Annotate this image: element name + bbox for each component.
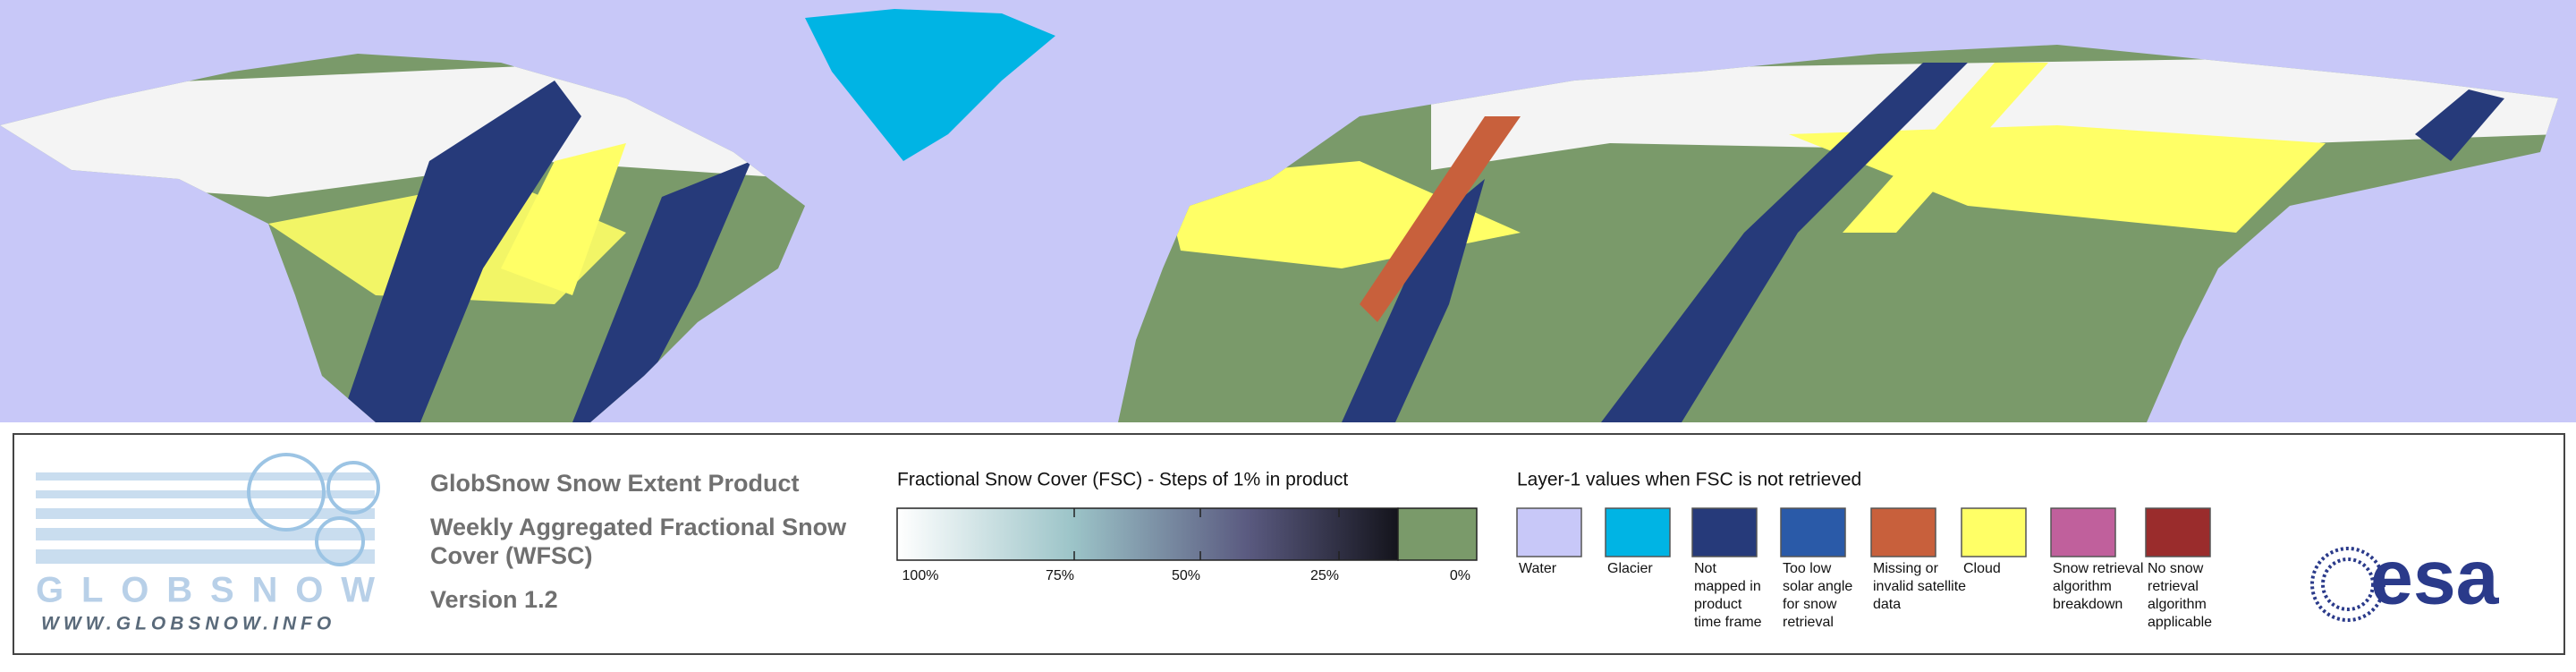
legend-label: Glacier: [1607, 561, 1653, 576]
product-version: Version 1.2: [430, 586, 558, 613]
legend-label: algorithm: [2148, 597, 2207, 612]
fsc-tick-label: 25%: [1310, 568, 1339, 583]
fsc-tick-label: 0%: [1450, 568, 1470, 583]
legend-swatch: [1961, 507, 2027, 557]
legend-label: Water: [1519, 561, 1557, 576]
greenland: [805, 9, 1055, 161]
fsc-legend-title: Fractional Snow Cover (FSC) - Steps of 1…: [897, 470, 1348, 490]
legend-label: product: [1694, 597, 1742, 612]
legend-label: Too low: [1783, 561, 1832, 576]
logo-url: WWW.GLOBSNOW.INFO: [41, 614, 335, 634]
legend-label: solar angle: [1783, 579, 1852, 594]
legend-label: data: [1873, 597, 1901, 612]
legend-label: Missing or: [1873, 561, 1939, 576]
legend-label: mapped in: [1694, 579, 1761, 594]
layer1-legend-title: Layer-1 values when FSC is not retrieved: [1517, 470, 1861, 490]
legend-swatch: [1691, 507, 1758, 557]
legend-label: Cloud: [1963, 561, 2001, 576]
legend-label: No snow: [2148, 561, 2204, 576]
fsc-no-snow: [1397, 507, 1478, 561]
legend-label: retrieval: [1783, 615, 1834, 630]
legend-label: Snow retrieval: [2053, 561, 2143, 576]
legend-swatch: [2050, 507, 2116, 557]
fsc-tick-label: 75%: [1046, 568, 1074, 583]
legend-label: retrieval: [2148, 579, 2199, 594]
legend-label: Not: [1694, 561, 1716, 576]
fsc-colorbar: [896, 507, 1399, 561]
legend-label: for snow: [1783, 597, 1837, 612]
legend-label: algorithm: [2053, 579, 2112, 594]
product-subtitle: Weekly Aggregated Fractional Snow: [430, 514, 847, 540]
product-title: GlobSnow Snow Extent Product: [430, 470, 800, 497]
map: [0, 0, 2576, 422]
fsc-tick-label: 100%: [902, 568, 939, 583]
legend-label: time frame: [1694, 615, 1762, 630]
legend-swatch: [2145, 507, 2211, 557]
esa-wordmark: esa: [2370, 535, 2500, 621]
legend-swatch: [1870, 507, 1936, 557]
product-subtitle: Cover (WFSC): [430, 542, 593, 569]
fsc-tick-label: 50%: [1172, 568, 1200, 583]
legend-swatch: [1516, 507, 1582, 557]
legend-label: invalid satellite: [1873, 579, 1966, 594]
esa-logo: esa: [2310, 535, 2500, 622]
legend-label: breakdown: [2053, 597, 2123, 612]
legend-swatch: [1780, 507, 1846, 557]
legend-swatch: [1605, 507, 1671, 557]
legend-label: applicable: [2148, 615, 2212, 630]
